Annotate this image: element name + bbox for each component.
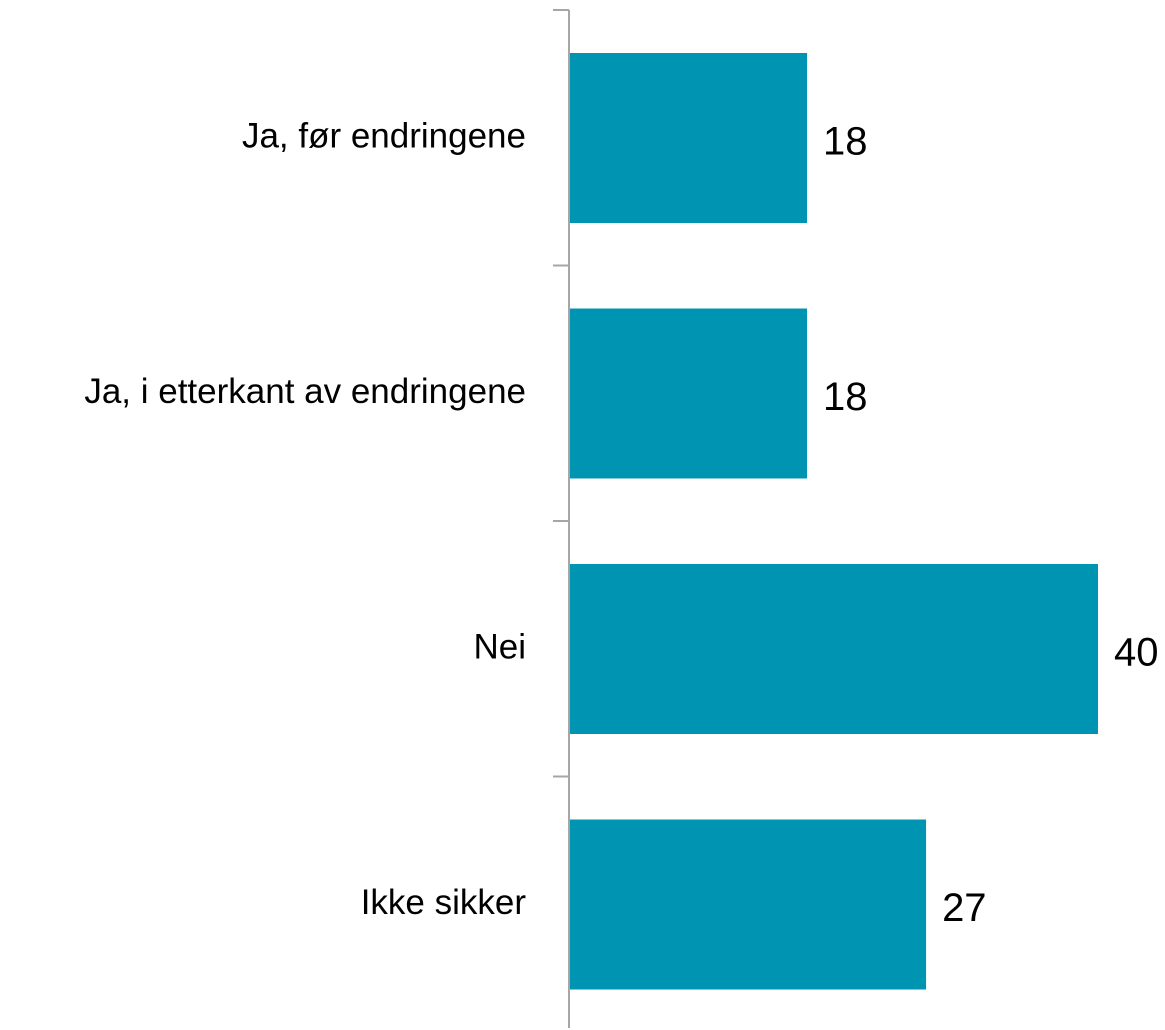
bar [569, 308, 808, 479]
bar [569, 53, 808, 223]
category-labels: Ja, før endringene Ja, i etterkant av end… [84, 116, 526, 922]
value-label: 18 [823, 120, 868, 164]
value-label: 18 [823, 375, 868, 419]
category-label: Ikke sikker [361, 883, 527, 922]
bar [569, 564, 1098, 734]
value-labels: 18 18 40 27 [823, 120, 1158, 931]
category-label: Ja, i etterkant av endringene [84, 372, 526, 411]
bar [569, 819, 927, 990]
category-label: Nei [473, 627, 526, 666]
bars-layer [569, 53, 1098, 990]
category-label: Ja, før endringene [242, 116, 526, 155]
category-ticks [553, 9, 569, 778]
value-label: 40 [1114, 631, 1159, 675]
value-label: 27 [942, 886, 987, 930]
